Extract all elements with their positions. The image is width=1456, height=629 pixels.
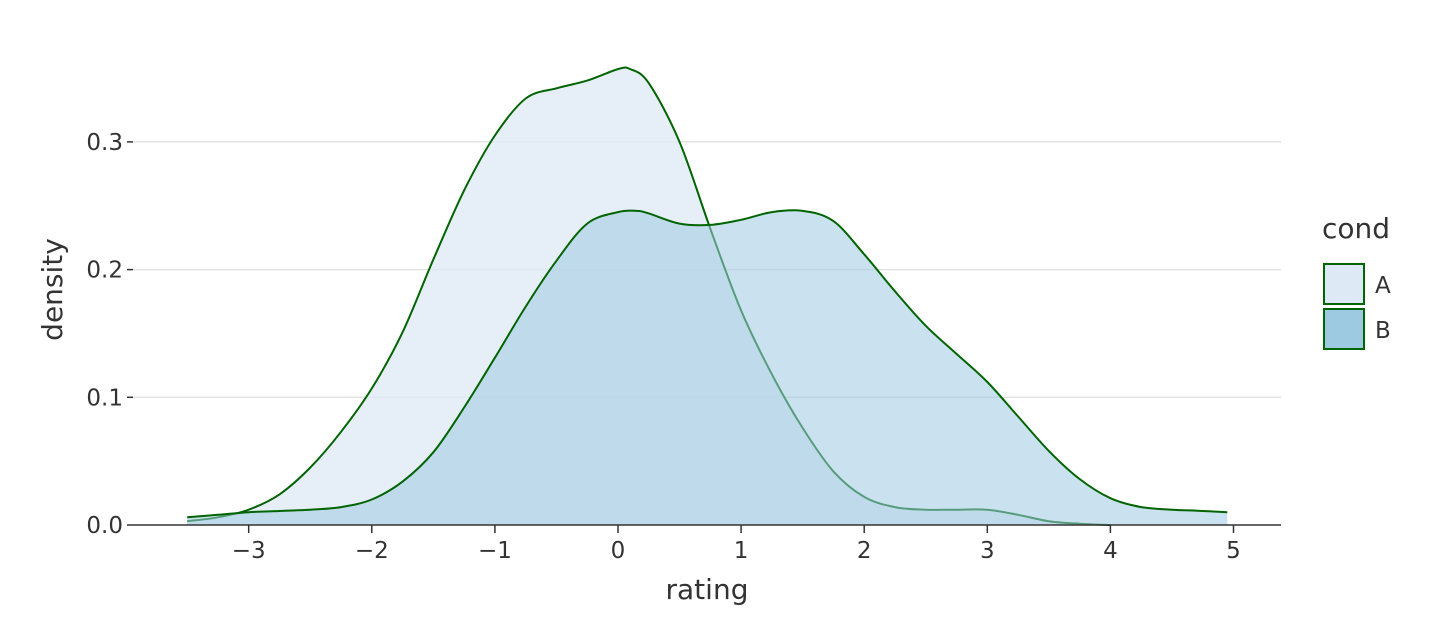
x-tick-label: 2 (857, 538, 872, 564)
y-tick-label: 0.1 (86, 385, 123, 411)
legend-swatch-b (1323, 308, 1365, 350)
x-tick-label: 4 (1103, 538, 1118, 564)
x-axis-title: rating (666, 573, 749, 606)
line-b (187, 209, 1228, 519)
density-areas (187, 66, 1228, 526)
x-tick-label: −3 (232, 538, 266, 564)
y-tick-label: 0.3 (86, 130, 123, 156)
y-tick-label: 0.2 (86, 258, 123, 284)
x-tick-label: 3 (980, 538, 995, 564)
x-tick-label: 0 (611, 538, 626, 564)
area-b (187, 210, 1228, 525)
legend-label-b: B (1375, 318, 1391, 344)
y-tick-label: 0.0 (86, 513, 123, 539)
legend-swatch-a (1323, 263, 1365, 305)
legend-title: cond (1322, 212, 1390, 245)
y-axis: 0.0 0.1 0.2 0.3 (86, 130, 133, 539)
x-tick-label: −1 (478, 538, 512, 564)
legend: cond AB (1322, 212, 1391, 350)
x-tick-label: 5 (1226, 538, 1241, 564)
y-axis-title: density (36, 238, 69, 341)
legend-label-a: A (1375, 273, 1391, 299)
x-axis: −3 −2 −1 0 1 2 3 4 5 (133, 524, 1281, 564)
x-tick-label: −2 (355, 538, 389, 564)
x-tick-label: 1 (734, 538, 749, 564)
